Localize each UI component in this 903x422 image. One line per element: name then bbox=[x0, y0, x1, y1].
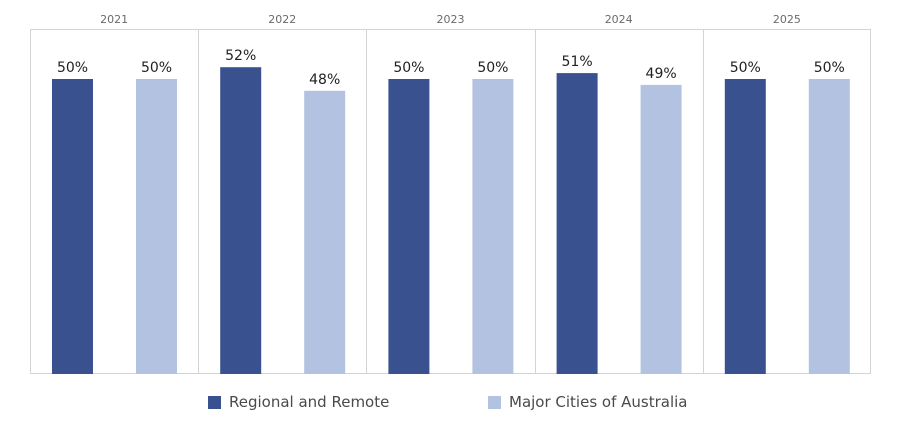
column-header-2022: 2022 bbox=[268, 13, 296, 26]
legend-label-regional-and-remote: Regional and Remote bbox=[229, 393, 390, 411]
bar-2025-major-cities-of-australia bbox=[808, 79, 850, 374]
bar-2024-regional-and-remote bbox=[556, 73, 598, 374]
plot-frame bbox=[30, 29, 871, 374]
bar-2024-major-cities-of-australia bbox=[640, 84, 682, 375]
data-label-2025-regional-and-remote: 50% bbox=[730, 60, 761, 76]
legend-item-major-cities-of-australia[interactable]: Major Cities of Australia bbox=[488, 393, 688, 411]
column-header-2025: 2025 bbox=[773, 13, 801, 26]
data-label-2022-regional-and-remote: 52% bbox=[225, 48, 256, 64]
column-header-2023: 2023 bbox=[437, 13, 465, 26]
bar-2021-major-cities-of-australia bbox=[136, 79, 177, 374]
data-label-2022-major-cities-of-australia: 48% bbox=[309, 72, 340, 88]
data-label-2021-regional-and-remote: 50% bbox=[57, 60, 88, 76]
legend: Regional and Remote Major Cities of Aust… bbox=[0, 393, 903, 419]
bar-2025-regional-and-remote bbox=[724, 79, 766, 374]
bar-2022-major-cities-of-australia bbox=[304, 90, 346, 375]
bar-2021-regional-and-remote bbox=[52, 79, 93, 374]
data-label-2023-regional-and-remote: 50% bbox=[393, 60, 424, 76]
legend-label-major-cities-of-australia: Major Cities of Australia bbox=[509, 393, 688, 411]
data-label-2024-major-cities-of-australia: 49% bbox=[646, 66, 677, 82]
legend-item-regional-and-remote[interactable]: Regional and Remote bbox=[208, 393, 389, 411]
legend-swatch-major-cities-of-australia bbox=[488, 395, 501, 409]
column-header-2021: 2021 bbox=[100, 13, 128, 26]
data-label-2024-regional-and-remote: 51% bbox=[562, 54, 593, 70]
legend-swatch-regional-and-remote bbox=[208, 395, 221, 409]
data-label-2021-major-cities-of-australia: 50% bbox=[141, 60, 172, 76]
data-label-2023-major-cities-of-australia: 50% bbox=[477, 60, 508, 76]
data-label-2025-major-cities-of-australia: 50% bbox=[814, 60, 845, 76]
column-header-2024: 2024 bbox=[605, 13, 633, 26]
bar-2022-regional-and-remote bbox=[220, 67, 262, 374]
bar-2023-major-cities-of-australia bbox=[472, 79, 514, 374]
bar-2023-regional-and-remote bbox=[388, 79, 430, 374]
